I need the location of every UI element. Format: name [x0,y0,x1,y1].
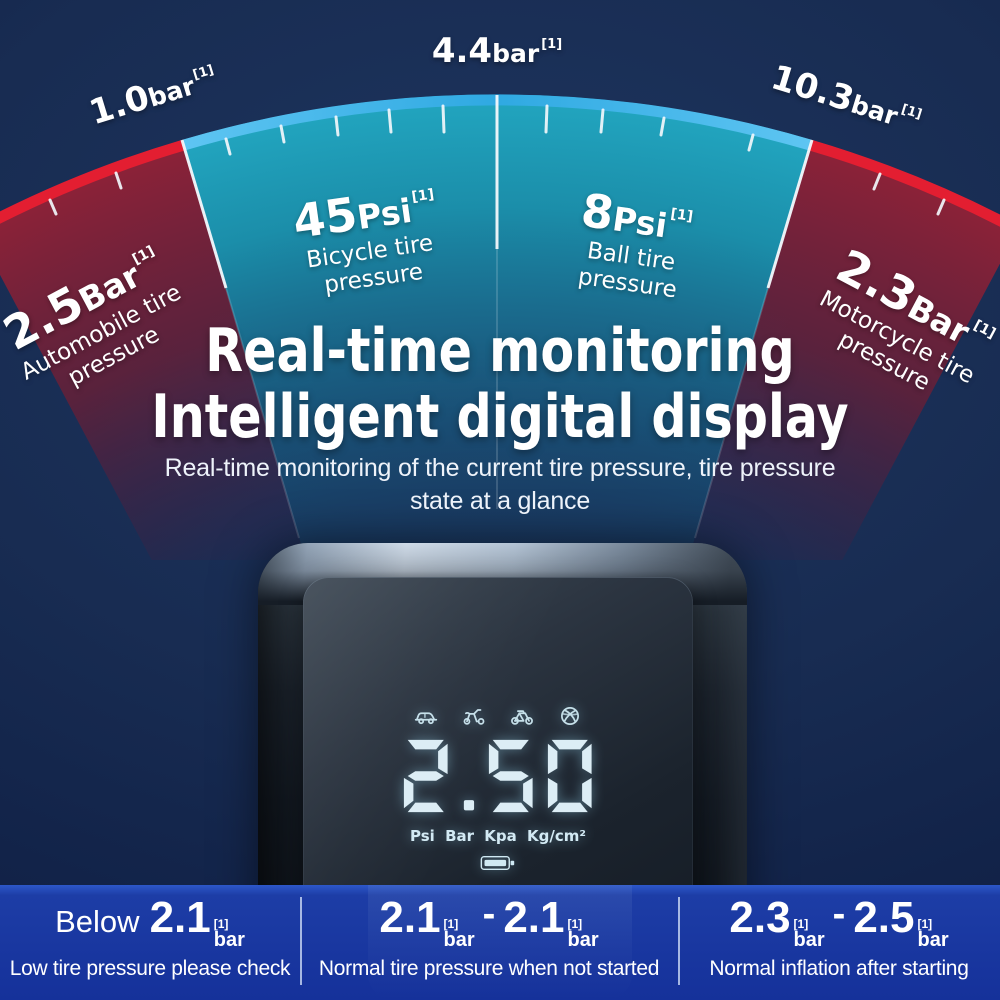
footer-low-desc: Low tire pressure please check [9,957,291,980]
footer-normal-number-1: 2.1 [379,893,441,942]
mode-icons-row [303,703,693,729]
gauge-blue-zone [182,94,812,560]
footer-normal-desc: Normal tire pressure when not started [318,957,660,980]
scooter-icon [463,709,485,725]
footer-inflated-unit-2: bar [917,929,949,951]
footer-inflated-unitstack-1: [1] bar [793,917,825,951]
car-icon [414,712,438,725]
footer-inflated-range: 2.3 [1] bar - 2.5 [1] bar [678,893,1000,950]
zone-ball-footnote: [1] [669,206,695,225]
unit-kgcm2: Kg/cm² [527,827,586,845]
footer-inflated-footnote-2: [1] [917,917,933,931]
gauge-red-left-zone [0,140,306,560]
page-subtitle: Real-time monitoring of the current tire… [0,452,1000,518]
display-digit-2 [404,739,448,813]
battery-icon [480,855,515,871]
gauge-arc [0,94,1000,560]
footer-divider-1 [300,897,302,985]
unit-kpa: Kpa [484,827,517,845]
footer-inflated-value-2: 2.5 [1] bar [853,896,948,954]
subtitle-line-1: Real-time monitoring of the current tire… [164,454,836,482]
footer-normal-value-1: 2.1 [1] bar [379,896,474,954]
battery-indicator [303,854,693,876]
display-digit-5 [488,739,533,813]
subtitle-line-2: state at a glance [409,487,591,515]
footer-inflated-value-1: 2.3 [1] bar [729,896,824,954]
bicycle-icon [511,710,533,725]
gauge-scale-label-mid: 4.4bar [1] [407,31,587,71]
gauge-red-left-stroke [0,139,186,224]
footer-normal-separator: - [482,893,496,935]
scale-high-footnote: [1] [899,101,924,123]
footer-inflated-number-2: 2.5 [853,893,915,942]
device-ghost-watermark [368,885,632,1000]
title-line-1: Real-time monitoring [205,316,795,386]
zone-ball-unit: Psi [610,199,670,246]
footer-normal-unit-2: bar [567,929,599,951]
page-title: Real-time monitoring Intelligent digital… [0,318,1000,450]
footer-normal-footnote-2: [1] [567,917,583,931]
display-value [303,738,693,814]
zone-bicycle-footnote: [1] [410,186,436,206]
scale-mid-value: 4.4 [431,31,493,71]
gauge-red-right-zone [688,140,1000,560]
footer-low-footnote: [1] [213,917,229,931]
gauge-dividers [180,95,814,289]
scale-mid-unit: bar [492,39,540,68]
zone-bicycle-value: 45 [289,186,361,249]
scale-low-footnote: [1] [191,62,216,84]
footer-inflated-number-1: 2.3 [729,893,791,942]
display-digit-0 [548,739,592,813]
footer-normal-unitstack-1: [1] bar [443,917,475,951]
scale-mid-footnote: [1] [541,37,563,52]
display-units-row: Psi Bar Kpa Kg/cm² [410,827,586,845]
footer-divider-2 [678,897,680,985]
footer-cell-inflated: 2.3 [1] bar - 2.5 [1] bar Normal inflati… [678,893,1000,981]
footer-low-value: 2.1 [1] bar [150,896,245,954]
footer-normal-value-2: 2.1 [1] bar [503,896,598,954]
pressure-guide-bar: Below 2.1 [1] bar Low tire pressure plea… [0,885,1000,1000]
footer-inflated-unitstack-2: [1] bar [917,917,949,951]
footer-normal-range: 2.1 [1] bar - 2.1 [1] bar [300,893,678,950]
zone-automobile-footnote: [1] [129,243,158,268]
footer-inflated-separator: - [832,893,846,935]
footer-low-prefix: Below [55,904,140,939]
gauge-divider-extensions [225,249,769,539]
title-line-2: Intelligent digital display [151,382,849,452]
footer-low-number: 2.1 [149,893,211,942]
footer-inflated-desc: Normal inflation after starting [709,957,969,980]
footer-cell-normal: 2.1 [1] bar - 2.1 [1] bar Normal tire pr… [300,893,678,981]
footer-normal-unit-1: bar [443,929,475,951]
footer-inflated-footnote-1: [1] [793,917,809,931]
zone-bicycle-unit: Psi [354,190,415,238]
digital-display: Psi Bar Kpa Kg/cm² [303,703,693,876]
gauge-red-right-stroke [808,139,1000,227]
footer-normal-footnote-1: [1] [443,917,459,931]
footer-normal-number-2: 2.1 [503,893,565,942]
gauge-ticks [48,104,946,216]
unit-bar: Bar [445,827,475,845]
display-decimal-point [463,800,474,811]
unit-psi: Psi [410,827,435,845]
ball-icon [561,707,579,725]
footer-low-unitstack: [1] bar [213,917,245,951]
footer-inflated-unit-1: bar [793,929,825,951]
footer-low-range: Below 2.1 [1] bar [0,896,300,951]
footer-normal-unitstack-2: [1] bar [567,917,599,951]
footer-cell-low: Below 2.1 [1] bar Low tire pressure plea… [0,896,300,981]
footer-low-unit: bar [213,929,245,951]
